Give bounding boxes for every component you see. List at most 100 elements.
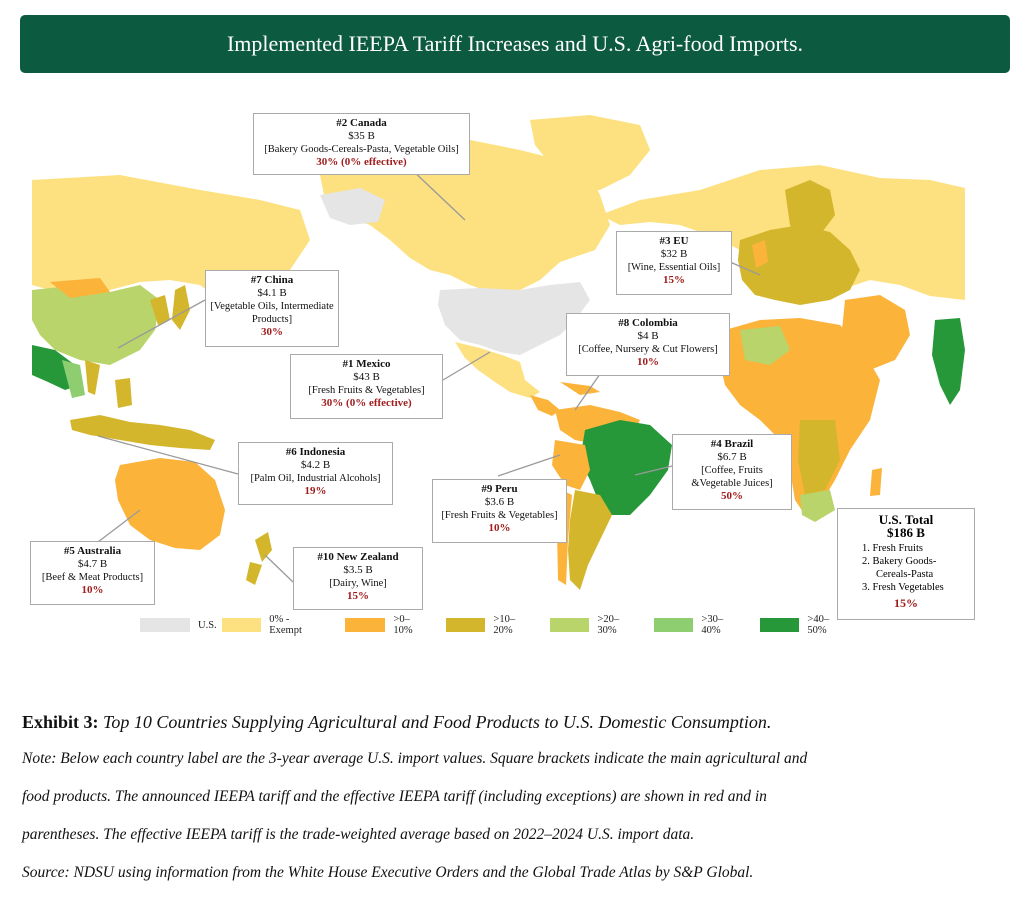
- world-map: [32, 115, 965, 590]
- region-korea-japan: [150, 295, 170, 325]
- legend-swatch: [222, 618, 262, 632]
- country-name: #2 Canada: [336, 117, 387, 129]
- callout-indonesia: #6 Indonesia $4.2 B [Palm Oil, Industria…: [238, 442, 393, 505]
- legend-item-us: U.S.: [140, 618, 217, 632]
- legend-label: >20–30%: [597, 614, 620, 636]
- import-value: $3.5 B: [343, 564, 373, 576]
- exhibit-note: Note: Below each country label are the 3…: [22, 740, 1002, 892]
- leader-mexico: [442, 351, 491, 381]
- note-line: parentheses. The effective IEEPA tariff …: [22, 826, 695, 843]
- tariff-rate: 30%: [261, 326, 283, 338]
- import-value: $4.1 B: [257, 287, 287, 299]
- exhibit-label: Exhibit 3:: [22, 712, 99, 732]
- leader-newzealand: [264, 554, 294, 583]
- country-name: #6 Indonesia: [285, 446, 346, 458]
- product-list: [Palm Oil, Industrial Alcohols]: [250, 473, 381, 484]
- region-india: [932, 318, 965, 405]
- legend-swatch: [550, 618, 590, 632]
- us-total-title: U.S. Total: [878, 512, 934, 527]
- product-item: 1. Fresh Fruits: [862, 543, 923, 554]
- note-line: food products. The announced IEEPA tarif…: [22, 788, 767, 805]
- legend-label: >10–20%: [493, 614, 516, 636]
- region-brazil: [580, 420, 672, 515]
- legend-swatch: [654, 618, 694, 632]
- country-name: #4 Brazil: [710, 438, 754, 450]
- region-usa: [438, 282, 590, 355]
- callout-eu: #3 EU $32 B [Wine, Essential Oils] 15%: [616, 231, 732, 295]
- region-japan: [172, 285, 190, 330]
- leader-china: [117, 299, 206, 349]
- region-madagascar: [870, 468, 882, 496]
- callout-china: #7 China $4.1 B [Vegetable Oils, Interme…: [205, 270, 339, 347]
- region-central-america: [530, 395, 560, 416]
- callout-brazil: #4 Brazil $6.7 B [Coffee, Fruits &Vegeta…: [672, 434, 792, 510]
- product-item: 2. Bakery Goods-: [862, 556, 937, 567]
- region-indonesia: [70, 415, 215, 450]
- tariff-rate: 10%: [81, 584, 104, 596]
- product-list: [Vegetable Oils, Intermediate Products]: [210, 301, 334, 325]
- leader-peru: [497, 454, 561, 477]
- import-value: $4.2 B: [300, 459, 331, 471]
- exhibit-title-text: Top 10 Countries Supplying Agricultural …: [103, 712, 772, 732]
- exhibit-caption: Exhibit 3: Top 10 Countries Supplying Ag…: [22, 710, 1002, 892]
- region-peru: [552, 440, 590, 490]
- region-mexico: [455, 342, 540, 398]
- product-list: [Bakery Goods-Cereals-Pasta, Vegetable O…: [264, 144, 459, 155]
- callout-australia: #5 Australia $4.7 B [Beef & Meat Product…: [30, 541, 155, 605]
- tariff-rate: 30% (0% effective): [316, 156, 407, 168]
- source-line: Source: NDSU using information from the …: [22, 864, 754, 881]
- page-title: Implemented IEEPA Tariff Increases and U…: [226, 31, 804, 56]
- region-new-zealand-south: [246, 562, 262, 585]
- country-name: #1 Mexico: [342, 358, 391, 370]
- region-africa: [718, 318, 880, 515]
- legend-item-30-40: >30–40%: [654, 614, 734, 636]
- legend-item-40-50: >40–50%: [760, 614, 840, 636]
- tariff-rate: 15%: [347, 590, 369, 602]
- region-south-africa: [800, 490, 835, 522]
- product-item: 3. Fresh Vegetables: [862, 582, 944, 593]
- import-value: $43 B: [353, 371, 380, 383]
- product-list: [Coffee, Fruits &Vegetable Juices]: [691, 465, 773, 489]
- legend-swatch: [446, 618, 486, 632]
- us-total-box: U.S. Total $186 B 1. Fresh Fruits 2. Bak…: [837, 508, 975, 620]
- product-list: [Beef & Meat Products]: [41, 572, 144, 583]
- region-philippines: [115, 378, 132, 408]
- legend-swatch: [140, 618, 190, 632]
- callout-canada: #2 Canada $35 B [Bakery Goods-Cereals-Pa…: [253, 113, 470, 175]
- region-mongolia: [50, 278, 110, 298]
- region-china: [32, 285, 160, 365]
- region-scandinavia: [785, 180, 835, 240]
- legend-label: 0% - Exempt: [269, 614, 302, 636]
- country-name: #10 New Zealand: [317, 551, 399, 563]
- region-southern-cone: [568, 490, 612, 590]
- leader-brazil: [634, 465, 673, 476]
- product-list: [Fresh Fruits & Vegetables]: [441, 510, 558, 521]
- region-new-zealand: [255, 532, 272, 562]
- legend-label: >30–40%: [701, 614, 724, 636]
- legend-item-10-20: >10–20%: [446, 614, 526, 636]
- legend-item-20-30: >20–30%: [550, 614, 630, 636]
- region-caribbean: [560, 382, 600, 395]
- country-name: #9 Peru: [481, 483, 518, 495]
- import-value: $6.7 B: [717, 451, 747, 463]
- note-line: Note: Below each country label are the 3…: [22, 750, 808, 767]
- legend-item-0-10: >0–10%: [345, 614, 422, 636]
- country-name: #7 China: [250, 274, 294, 286]
- leader-indonesia: [97, 435, 239, 475]
- product-item: Cereals-Pasta: [876, 569, 934, 580]
- legend-swatch: [345, 618, 386, 632]
- region-uk: [752, 240, 768, 268]
- tariff-rate: 50%: [721, 490, 743, 502]
- legend-label: >0–10%: [393, 614, 413, 636]
- region-vietnam: [85, 360, 100, 395]
- us-total-value: $186 B: [887, 525, 925, 540]
- region-greenland: [530, 115, 650, 190]
- callout-mexico: #1 Mexico $43 B [Fresh Fruits & Vegetabl…: [290, 354, 443, 419]
- country-name: #5 Australia: [63, 545, 122, 557]
- leader-colombia: [574, 373, 601, 411]
- country-name: #8 Colombia: [618, 317, 678, 329]
- import-value: $35 B: [348, 130, 375, 142]
- leader-eu: [729, 261, 761, 276]
- callout-peru: #9 Peru $3.6 B [Fresh Fruits & Vegetable…: [432, 479, 567, 543]
- import-value: $32 B: [660, 248, 688, 260]
